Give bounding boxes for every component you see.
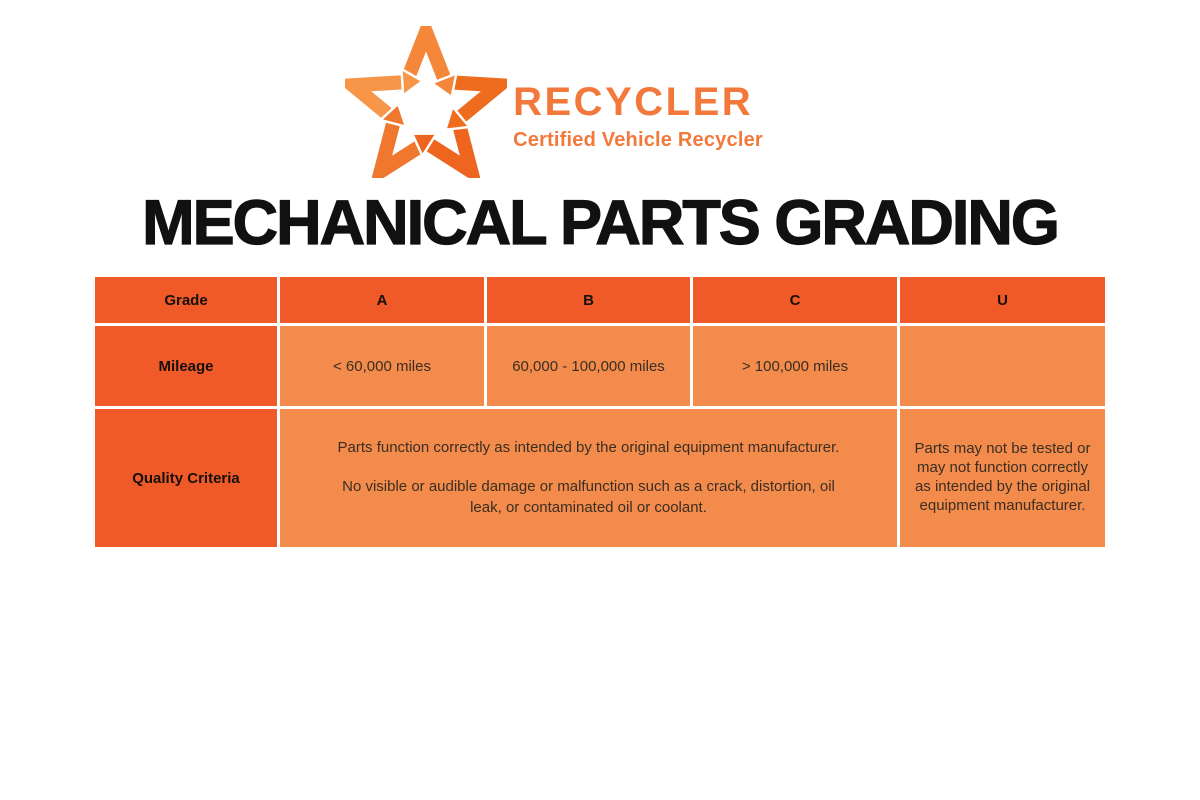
col-header-u: U: [900, 277, 1105, 323]
col-header-a: A: [280, 277, 484, 323]
mileage-grade-u-cell: [900, 326, 1105, 406]
logo-name: RECYCLER: [513, 80, 754, 124]
logo-text: RECYCLER Certified Vehicle Recycler: [513, 82, 763, 152]
recycler-star-icon: [345, 26, 508, 178]
mileage-grade-b-cell: 60,000 - 100,000 miles: [487, 326, 690, 406]
quality-abc-cell: Parts function correctly as intended by …: [280, 409, 897, 547]
grading-table: Grade A B C U Mileage < 60,000 miles 60,…: [95, 277, 1105, 547]
quality-u-cell: Parts may not be tested or may not funct…: [900, 409, 1105, 547]
mileage-grade-a-cell: < 60,000 miles: [280, 326, 484, 406]
col-header-grade: Grade: [95, 277, 277, 323]
col-header-c: C: [693, 277, 897, 323]
page-title: MECHANICAL PARTS GRADING: [142, 188, 1061, 258]
row-label-quality-criteria: Quality Criteria: [95, 409, 277, 547]
row-label-mileage: Mileage: [95, 326, 277, 406]
logo-tagline: Certified Vehicle Recycler: [513, 129, 763, 151]
col-header-b: B: [487, 277, 690, 323]
mileage-grade-c-cell: > 100,000 miles: [693, 326, 897, 406]
quality-abc-line1: Parts function correctly as intended by …: [337, 439, 840, 457]
quality-abc-line2: No visible or audible damage or malfunct…: [342, 478, 835, 516]
logo: RECYCLER Certified Vehicle Recycler: [0, 26, 1154, 178]
